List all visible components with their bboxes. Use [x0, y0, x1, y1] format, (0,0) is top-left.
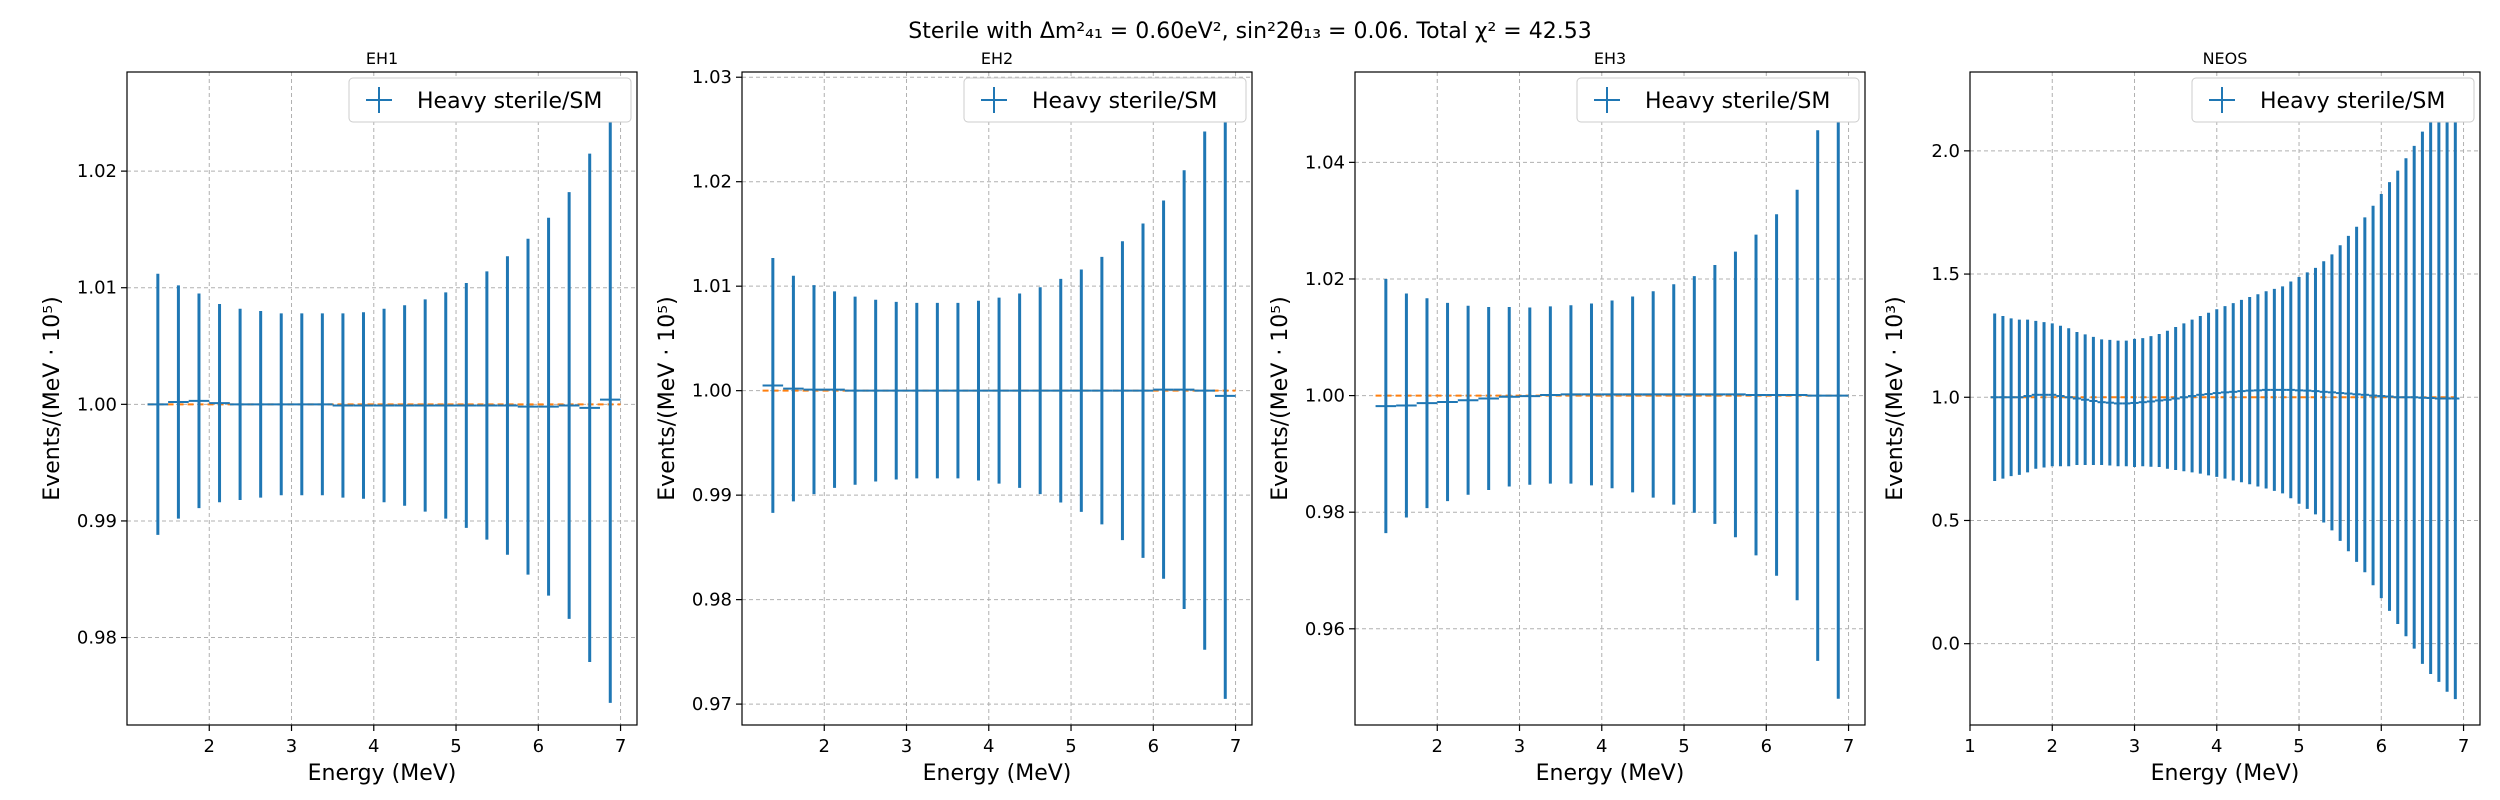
x-tick-label: 6 [1761, 736, 1772, 757]
y-tick-label: 1.01 [77, 278, 117, 299]
x-axis-label: Energy (MeV) [1536, 761, 1685, 786]
panel-title: EH3 [1594, 49, 1626, 68]
y-tick-label: 1.02 [77, 161, 117, 182]
y-tick-label: 0.5 [1931, 510, 1960, 531]
panel-title: EH2 [981, 49, 1013, 68]
axes-frame [1969, 71, 2481, 726]
x-tick-label: 2 [1432, 736, 1443, 757]
panel-title: EH1 [366, 49, 398, 68]
x-tick-label: 5 [1678, 736, 1689, 757]
x-tick-label: 2 [204, 736, 215, 757]
x-tick-label: 6 [533, 736, 544, 757]
x-tick-label: 5 [1065, 736, 1076, 757]
axes-frame [1354, 71, 1866, 726]
panel-eh3: 2 3 4 5 6 7 0.96 0.98 1.00 1.02 1.04 EH3 Energy (MeV… [1268, 49, 1866, 786]
legend-box [1576, 77, 1860, 123]
y-tick-label: 1.00 [77, 394, 117, 415]
legend: Heavy sterile/SM [1576, 77, 1860, 123]
x-tick-label: 7 [2458, 736, 2469, 757]
y-tick-label: 1.02 [692, 172, 732, 193]
x-tick-label: 4 [983, 736, 994, 757]
y-tick-label: 0.99 [692, 485, 732, 506]
axes-frame [126, 71, 638, 726]
y-tick-label: 0.99 [77, 511, 117, 532]
legend-label: Heavy sterile/SM [2260, 89, 2445, 114]
x-tick-label: 1 [1964, 736, 1975, 757]
y-tick-label: 0.97 [692, 694, 732, 715]
legend-box [348, 77, 632, 123]
x-axis-label: Energy (MeV) [923, 761, 1072, 786]
x-tick-label: 3 [2129, 736, 2140, 757]
x-axis-label: Energy (MeV) [308, 761, 457, 786]
legend: Heavy sterile/SM [2191, 77, 2475, 123]
legend-box [963, 77, 1247, 123]
y-axis-label: Events/(MeV · 10⁵) [655, 296, 680, 500]
legend-label: Heavy sterile/SM [417, 89, 602, 114]
series-heavy-sterile-sm [1990, 97, 2460, 700]
x-tick-label: 6 [2376, 736, 2387, 757]
y-tick-label: 0.98 [1305, 502, 1345, 523]
x-tick-label: 3 [1514, 736, 1525, 757]
x-tick-label: 6 [1148, 736, 1159, 757]
panel-title: NEOS [2203, 49, 2248, 68]
y-tick-label: 1.01 [692, 276, 732, 297]
y-tick-label: 0.98 [77, 628, 117, 649]
x-tick-label: 2 [819, 736, 830, 757]
legend-box [2191, 77, 2475, 123]
x-tick-label: 5 [2293, 736, 2304, 757]
y-tick-label: 0.96 [1305, 619, 1345, 640]
y-tick-label: 1.5 [1931, 264, 1960, 285]
legend-label: Heavy sterile/SM [1645, 89, 1830, 114]
legend: Heavy sterile/SM [963, 77, 1247, 123]
series-heavy-sterile-sm [1375, 92, 1849, 699]
y-axis-label: Events/(MeV · 10³) [1883, 296, 1908, 500]
y-axis-label: Events/(MeV · 10⁵) [40, 296, 65, 500]
y-tick-label: 1.0 [1931, 387, 1960, 408]
y-tick-label: 1.00 [692, 381, 732, 402]
panel-eh2: 2 3 4 5 6 7 0.97 0.98 0.99 1.00 1.01 1.02 1.03 EH2 Ene… [655, 49, 1253, 786]
y-tick-label: 1.00 [1305, 386, 1345, 407]
x-tick-label: 2 [2047, 736, 2058, 757]
y-tick-label: 1.02 [1305, 269, 1345, 290]
x-tick-label: 7 [1230, 736, 1241, 757]
x-tick-label: 3 [901, 736, 912, 757]
x-tick-label: 7 [615, 736, 626, 757]
y-tick-label: 1.04 [1305, 152, 1345, 173]
y-tick-label: 2.0 [1931, 141, 1960, 162]
y-axis-label: Events/(MeV · 10⁵) [1268, 296, 1293, 500]
legend: Heavy sterile/SM [348, 77, 632, 123]
x-axis-label: Energy (MeV) [2151, 761, 2300, 786]
x-tick-label: 7 [1843, 736, 1854, 757]
series-heavy-sterile-sm [147, 96, 621, 703]
y-tick-label: 0.0 [1931, 634, 1960, 655]
y-tick-label: 1.03 [692, 67, 732, 88]
legend-label: Heavy sterile/SM [1032, 89, 1217, 114]
panel-neos: 1 2 3 4 5 6 7 0.0 0.5 1.0 1.5 2.0 NEOS Energy (MeV) Ev… [1883, 49, 2481, 786]
x-tick-label: 5 [450, 736, 461, 757]
y-tick-label: 0.98 [692, 590, 732, 611]
figure-title: Sterile with Δm²₄₁ = 0.60eV², sin²2θ₁₃ =… [908, 19, 1591, 44]
axes-frame [741, 71, 1253, 726]
x-tick-label: 4 [1596, 736, 1607, 757]
x-tick-label: 4 [2211, 736, 2222, 757]
series-heavy-sterile-sm [762, 92, 1236, 699]
x-tick-label: 3 [286, 736, 297, 757]
panel-eh1: 2 3 4 5 6 7 0.98 0.99 1.00 1.01 1.02 EH1 Energy (MeV… [40, 49, 638, 786]
x-tick-label: 4 [368, 736, 379, 757]
